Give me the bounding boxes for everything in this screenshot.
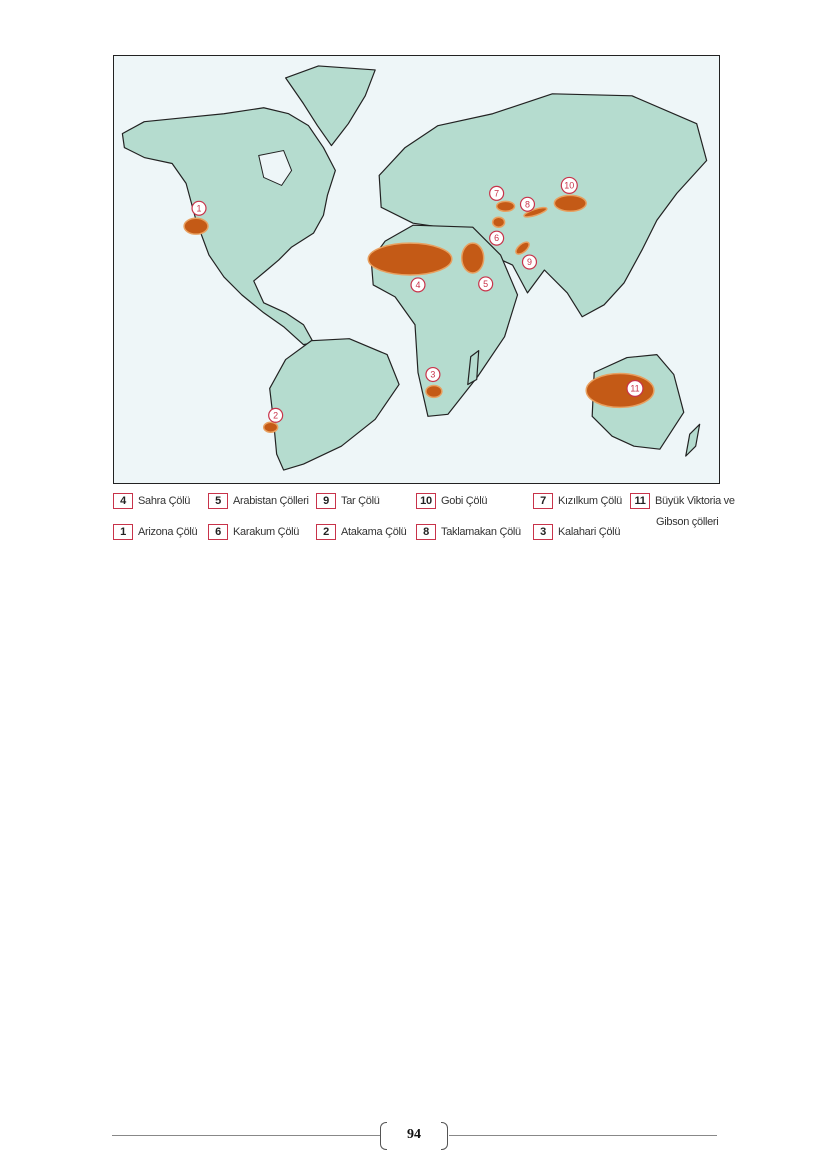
legend-item: 5 Arabistan Çölleri (208, 493, 309, 509)
marker-10: 10 (560, 176, 578, 194)
footer-rule-right (449, 1135, 717, 1136)
madagascar (467, 350, 480, 386)
legend-label: Arabistan Çölleri (233, 495, 309, 507)
desert-arizona (183, 217, 209, 235)
legend-number: 9 (316, 493, 336, 509)
legend-label: Kalahari Çölü (558, 526, 621, 538)
south-america (269, 338, 400, 471)
desert-kyzylkum (495, 200, 516, 213)
greenland (285, 65, 376, 147)
new-zealand (685, 423, 701, 457)
legend-number: 5 (208, 493, 228, 509)
svg-text:1: 1 (197, 203, 202, 213)
svg-text:10: 10 (564, 180, 574, 190)
svg-text:8: 8 (525, 199, 530, 209)
desert-thar (515, 241, 530, 255)
legend-label: Kızılkum Çölü (558, 495, 622, 507)
desert-sahara (367, 242, 453, 276)
legend-label: Arizona Çölü (138, 526, 198, 538)
legend-number: 3 (533, 524, 553, 540)
legend-label: Gobi Çölü (441, 495, 488, 507)
legend-item: 6 Karakum Çölü (208, 524, 299, 540)
legend-number: 10 (416, 493, 436, 509)
marker-7: 7 (489, 185, 505, 201)
legend-number: 7 (533, 493, 553, 509)
legend-item: 3 Kalahari Çölü (533, 524, 620, 540)
desert-taklamakan (523, 206, 548, 218)
legend-label: Büyük Viktoria ve (655, 495, 735, 507)
svg-text:11: 11 (630, 383, 639, 393)
svg-text:7: 7 (494, 188, 499, 198)
marker-2: 2 (268, 407, 284, 423)
legend-label-continued: Gibson çölleri (656, 516, 719, 528)
legend-item: 11 Büyük Viktoria ve (630, 493, 735, 509)
legend-label: Taklamakan Çölü (441, 526, 521, 538)
svg-text:5: 5 (483, 279, 488, 289)
map-svg: 1 2 3 4 5 6 7 8 9 10 11 (121, 65, 708, 471)
legend-item: 4 Sahra Çölü (113, 493, 190, 509)
legend-label: Sahra Çölü (138, 495, 191, 507)
legend-label: Karakum Çölü (233, 526, 300, 538)
world-desert-map: 1 2 3 4 5 6 7 8 9 10 11 (113, 55, 720, 484)
legend-number: 8 (416, 524, 436, 540)
legend-number: 6 (208, 524, 228, 540)
svg-text:6: 6 (494, 233, 499, 243)
desert-kalahari (425, 384, 443, 399)
svg-text:4: 4 (416, 280, 421, 290)
desert-karakum (491, 216, 506, 228)
marker-5: 5 (478, 276, 494, 292)
legend-label: Tar Çölü (341, 495, 380, 507)
marker-6: 6 (489, 230, 505, 246)
north-america (121, 107, 336, 346)
legend-item: 10 Gobi Çölü (416, 493, 488, 509)
desert-great-victoria-gibson (585, 372, 655, 409)
legend-number: 4 (113, 493, 133, 509)
marker-8: 8 (519, 196, 536, 212)
legend-item: 1 Arizona Çölü (113, 524, 198, 540)
legend-item: 7 Kızılkum Çölü (533, 493, 622, 509)
page-number: 94 (407, 1127, 421, 1142)
desert-gobi (553, 194, 587, 213)
legend-number: 1 (113, 524, 133, 540)
marker-11: 11 (626, 379, 644, 398)
svg-text:2: 2 (273, 410, 278, 420)
marker-3: 3 (425, 366, 441, 383)
page-number-bracket-left (380, 1122, 387, 1150)
marker-4: 4 (410, 277, 426, 293)
legend-number: 11 (630, 493, 650, 509)
footer-rule-left (112, 1135, 380, 1136)
svg-text:3: 3 (430, 370, 435, 380)
legend-number: 2 (316, 524, 336, 540)
desert-atacama (262, 421, 279, 433)
legend-item: 8 Taklamakan Çölü (416, 524, 521, 540)
page-number-bracket-right (441, 1122, 448, 1150)
legend-item: 9 Tar Çölü (316, 493, 380, 509)
svg-text:9: 9 (527, 257, 532, 267)
legend-item: 2 Atakama Çölü (316, 524, 407, 540)
desert-arabian (461, 242, 485, 274)
marker-9: 9 (521, 254, 538, 270)
hudson-bay (258, 149, 293, 187)
marker-1: 1 (191, 200, 207, 216)
legend-label: Atakama Çölü (341, 526, 407, 538)
